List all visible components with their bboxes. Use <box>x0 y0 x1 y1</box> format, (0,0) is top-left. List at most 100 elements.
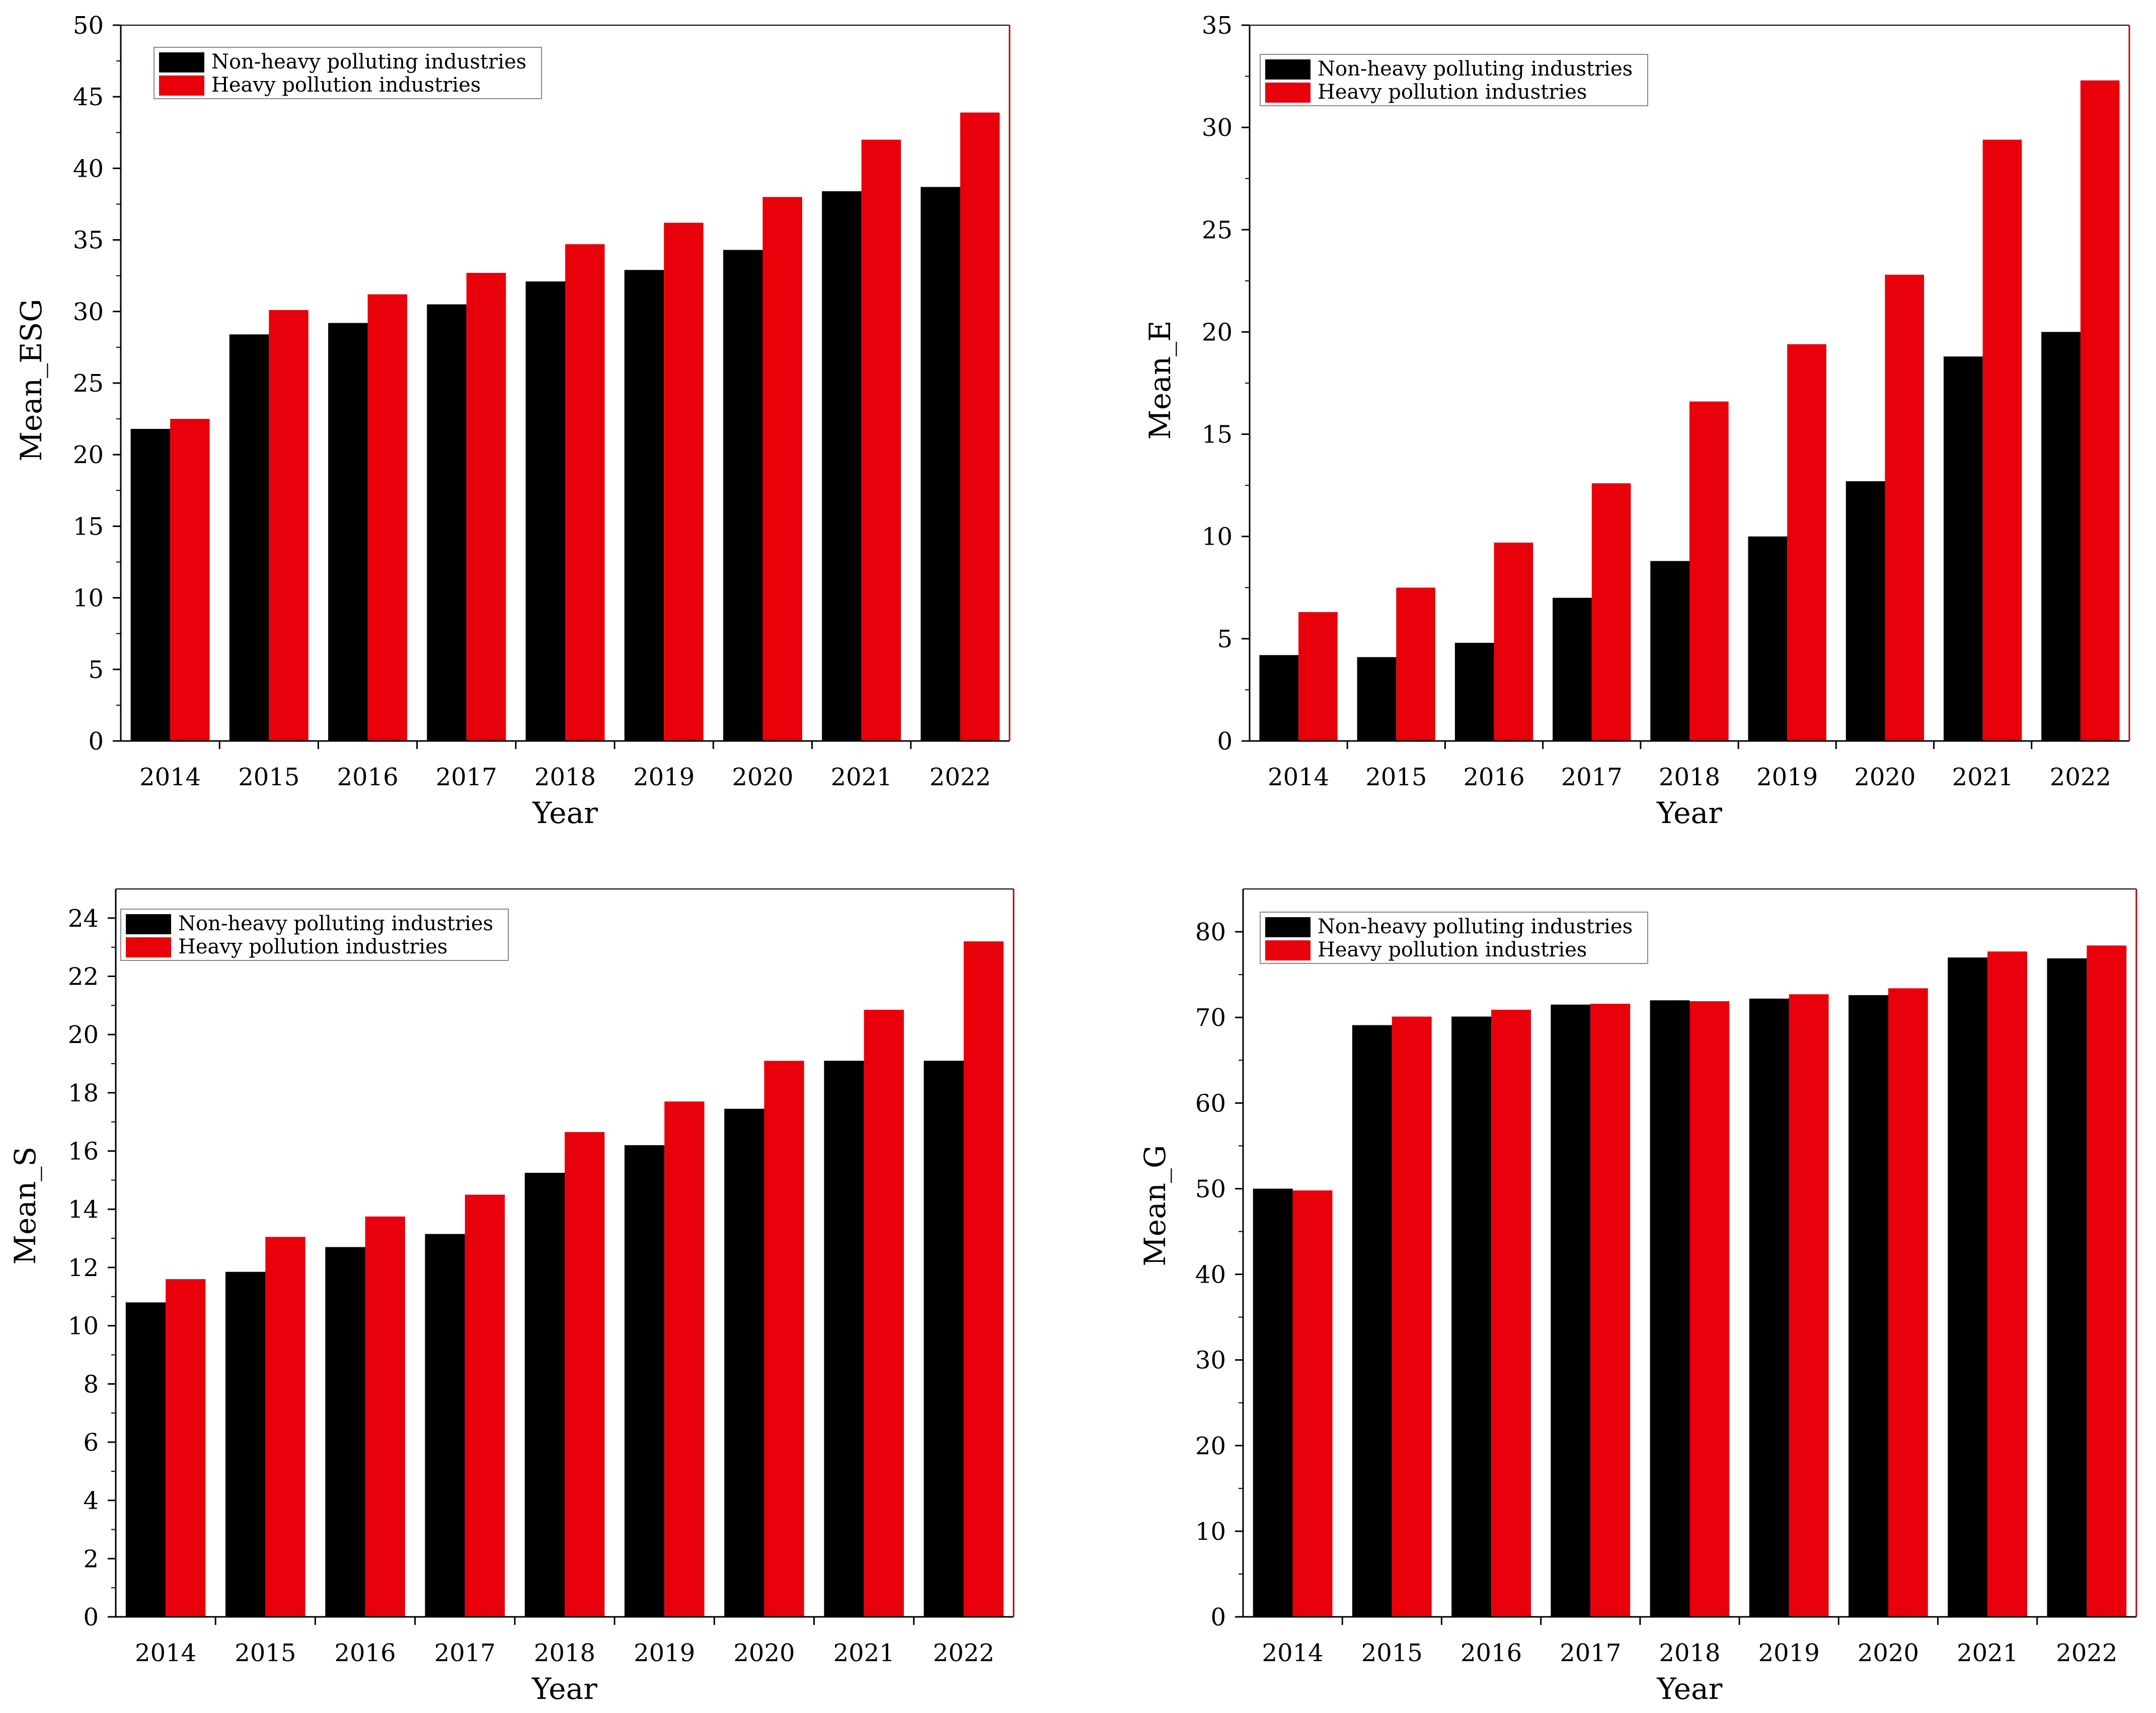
y-tick-label: 2 <box>83 1545 99 1573</box>
bar-non-heavy-2014 <box>1253 1188 1293 1617</box>
y-tick-label: 80 <box>1195 918 1226 946</box>
bar-non-heavy-2018 <box>524 1172 565 1617</box>
legend-swatch-heavy <box>1265 940 1311 960</box>
bar-non-heavy-2015 <box>225 1272 266 1617</box>
bar-heavy-2016 <box>1494 542 1533 741</box>
x-tick-label: 2020 <box>732 763 793 791</box>
x-axis-title: Year <box>532 796 598 830</box>
y-tick-label: 12 <box>68 1254 99 1282</box>
y-tick-label: 25 <box>73 369 104 398</box>
bar-non-heavy-2020 <box>1849 995 1888 1617</box>
bar-heavy-2015 <box>265 1237 305 1617</box>
legend-label-heavy: Heavy pollution industries <box>1318 81 1587 104</box>
bar-heavy-2018 <box>565 244 605 741</box>
y-tick-label: 0 <box>88 727 104 756</box>
y-tick-label: 0 <box>1217 727 1233 756</box>
legend-box <box>153 47 542 99</box>
y-tick-label: 40 <box>73 155 104 183</box>
bar-heavy-2020 <box>1885 274 1924 741</box>
bar-heavy-2017 <box>465 1195 505 1617</box>
x-tick-label: 2019 <box>1756 763 1818 791</box>
y-tick-label: 30 <box>1195 1347 1226 1375</box>
bar-heavy-2022 <box>960 112 1000 741</box>
y-tick-label: 50 <box>1195 1175 1226 1203</box>
bar-non-heavy-2022 <box>2047 958 2087 1617</box>
bar-non-heavy-2022 <box>923 1061 964 1617</box>
bar-non-heavy-2022 <box>2041 332 2081 741</box>
bar-non-heavy-2021 <box>824 1061 864 1617</box>
bar-heavy-2021 <box>861 139 901 741</box>
bar-non-heavy-2019 <box>624 270 664 741</box>
y-axis-title: Mean_G <box>1138 1145 1172 1267</box>
bar-heavy-2022 <box>2087 945 2127 1617</box>
bar-heavy-2017 <box>466 273 506 741</box>
bar-heavy-2017 <box>1591 483 1631 741</box>
x-tick-label: 2022 <box>2056 1639 2117 1667</box>
legend-label-non-heavy: Non-heavy polluting industries <box>211 50 526 73</box>
y-axis-title: Mean_ESG <box>14 299 48 461</box>
legend-label-non-heavy: Non-heavy polluting industries <box>1318 915 1633 938</box>
bar-non-heavy-2017 <box>1551 1004 1591 1617</box>
x-tick-label: 2015 <box>238 763 299 791</box>
bar-heavy-2017 <box>1590 1004 1631 1617</box>
bar-non-heavy-2014 <box>1259 655 1299 741</box>
x-tick-label: 2020 <box>1858 1639 1919 1667</box>
legend-swatch-heavy <box>1265 83 1311 103</box>
bar-heavy-2019 <box>664 1101 705 1617</box>
bar-non-heavy-2015 <box>229 334 269 741</box>
bar-heavy-2018 <box>1689 401 1729 741</box>
x-tick-label: 2022 <box>2050 763 2111 791</box>
y-tick-label: 10 <box>73 584 104 613</box>
bar-heavy-2018 <box>1689 1001 1730 1617</box>
y-tick-label: 5 <box>88 656 104 684</box>
y-tick-label: 0 <box>1210 1603 1226 1631</box>
y-tick-label: 10 <box>68 1312 99 1340</box>
bar-heavy-2019 <box>1787 344 1826 741</box>
x-tick-label: 2020 <box>733 1639 795 1667</box>
legend-swatch-non-heavy <box>1265 917 1311 937</box>
y-tick-label: 20 <box>1202 318 1233 346</box>
bar-heavy-2019 <box>664 222 704 741</box>
y-tick-label: 22 <box>68 963 99 991</box>
y-tick-label: 15 <box>1202 421 1233 449</box>
x-tick-label: 2018 <box>534 1639 595 1667</box>
x-tick-label: 2015 <box>1365 763 1427 791</box>
x-tick-label: 2016 <box>334 1639 396 1667</box>
bar-heavy-2020 <box>764 1061 804 1617</box>
x-tick-label: 2014 <box>135 1639 196 1667</box>
bar-heavy-2019 <box>1789 994 1829 1617</box>
legend-label-heavy: Heavy pollution industries <box>1318 938 1587 961</box>
y-tick-label: 4 <box>83 1487 99 1515</box>
y-tick-label: 30 <box>1202 114 1233 142</box>
bar-heavy-2021 <box>864 1010 904 1617</box>
x-tick-label: 2019 <box>1758 1639 1820 1667</box>
bar-heavy-2014 <box>170 419 210 741</box>
x-tick-label: 2017 <box>1560 1639 1621 1667</box>
bar-heavy-2022 <box>963 941 1004 1617</box>
x-tick-label: 2018 <box>1659 763 1720 791</box>
bar-non-heavy-2014 <box>130 429 171 741</box>
x-tick-label: 2016 <box>1460 1639 1522 1667</box>
chart-panel-2: 0 5 10 15 20 25 30 35 2014 2015 2016 2017 2018 2019 20… <box>1143 12 2130 830</box>
y-tick-label: 5 <box>1217 625 1233 653</box>
y-tick-label: 10 <box>1202 523 1233 551</box>
bar-heavy-2018 <box>565 1132 605 1617</box>
legend-swatch-non-heavy <box>1265 59 1311 80</box>
x-tick-label: 2022 <box>933 1639 994 1667</box>
y-tick-label: 10 <box>1195 1518 1226 1546</box>
x-tick-label: 2015 <box>1361 1639 1423 1667</box>
x-tick-label: 2016 <box>337 763 398 791</box>
x-axis-title: Year <box>1657 1672 1723 1706</box>
x-tick-label: 2018 <box>534 763 596 791</box>
bar-heavy-2015 <box>1396 587 1435 741</box>
x-tick-label: 2014 <box>1262 1639 1324 1667</box>
bar-heavy-2015 <box>1392 1016 1432 1617</box>
x-tick-label: 2021 <box>831 763 892 791</box>
x-axis-title: Year <box>531 1672 597 1706</box>
x-tick-label: 2020 <box>1854 763 1915 791</box>
legend-box <box>120 909 509 961</box>
